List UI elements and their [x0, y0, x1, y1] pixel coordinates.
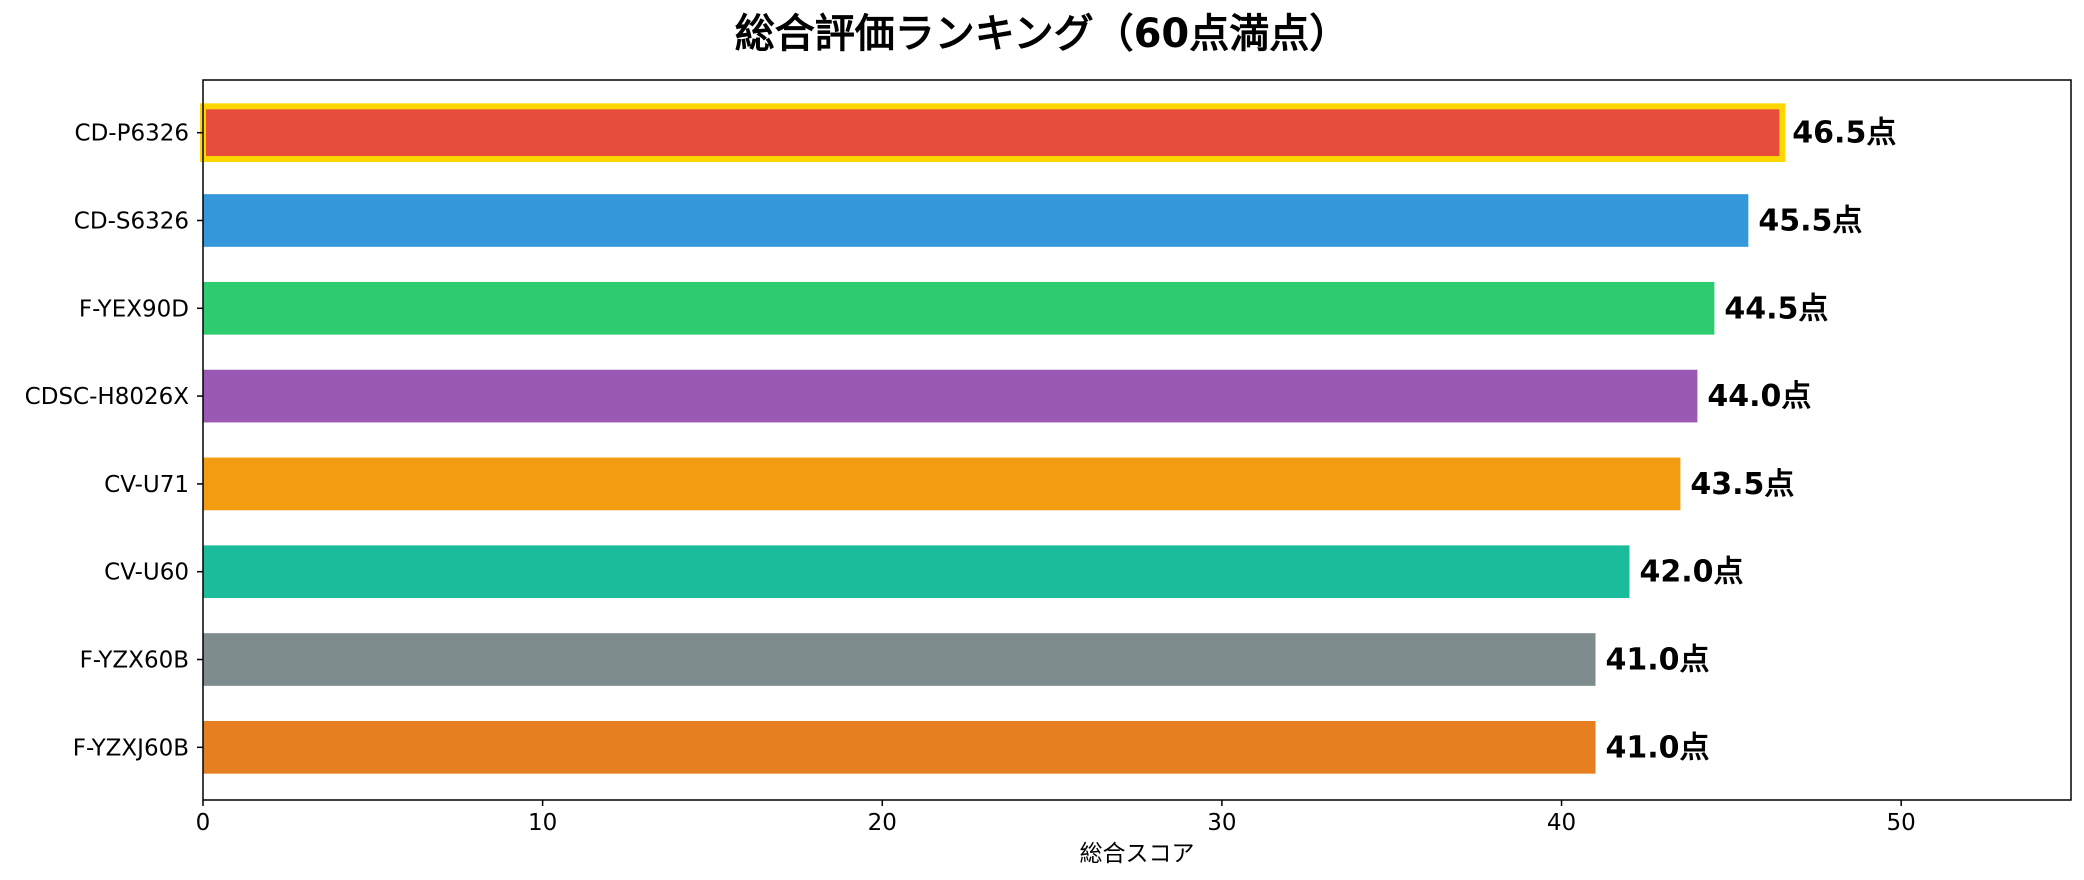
value-label: 46.5点 — [1792, 116, 1896, 151]
plot-frame — [202, 79, 2072, 801]
bar-f-yzxj60b — [203, 720, 1596, 774]
bar-cv-u60 — [203, 545, 1630, 599]
value-label: 45.5点 — [1758, 203, 1862, 238]
bar-cv-u71 — [203, 457, 1681, 511]
x-tick-label: 20 — [868, 810, 897, 836]
category-label: F-YEX90D — [79, 296, 189, 322]
x-axis-ticks: 0 10 20 30 40 50 — [196, 800, 1916, 836]
y-axis-categories: CD-P6326 CD-S6326 F-YEX90D CDSC-H8026X CV-U7… — [25, 121, 203, 761]
x-axis-title: 総合スコア — [1080, 841, 1195, 867]
value-label: 44.5点 — [1724, 291, 1828, 326]
category-label: F-YZX60B — [80, 648, 189, 674]
value-label: 42.0点 — [1639, 555, 1743, 590]
value-label: 41.0点 — [1606, 730, 1710, 765]
bars-layer — [200, 103, 1786, 774]
bar-cdsc-h8026x — [203, 369, 1698, 423]
x-tick-label: 40 — [1547, 810, 1576, 836]
value-label: 44.0点 — [1707, 379, 1811, 414]
category-label: CD-S6326 — [74, 208, 189, 234]
x-tick-label: 0 — [196, 810, 211, 836]
bar-f-yex90d — [203, 281, 1715, 335]
value-label: 43.5点 — [1690, 467, 1794, 502]
bar-f-yzx60b — [203, 633, 1596, 686]
category-label: CV-U60 — [104, 560, 189, 586]
category-label: CDSC-H8026X — [25, 384, 190, 410]
value-labels: 46.5点 45.5点 44.5点 44.0点 43.5点 42.0点 41.0点 41.0点 — [1606, 116, 1897, 766]
category-label: CV-U71 — [104, 472, 189, 498]
bar-cd-p6326 — [200, 103, 1786, 163]
bar-cd-s6326 — [203, 194, 1749, 247]
chart-title: 総合評価ランキング（60点満点） — [734, 11, 1350, 57]
x-tick-label: 30 — [1207, 810, 1236, 836]
category-label: CD-P6326 — [75, 121, 189, 147]
x-tick-label: 50 — [1887, 810, 1916, 836]
value-label: 41.0点 — [1606, 643, 1710, 678]
category-label: F-YZXJ60B — [73, 735, 189, 761]
x-tick-label: 10 — [528, 810, 557, 836]
